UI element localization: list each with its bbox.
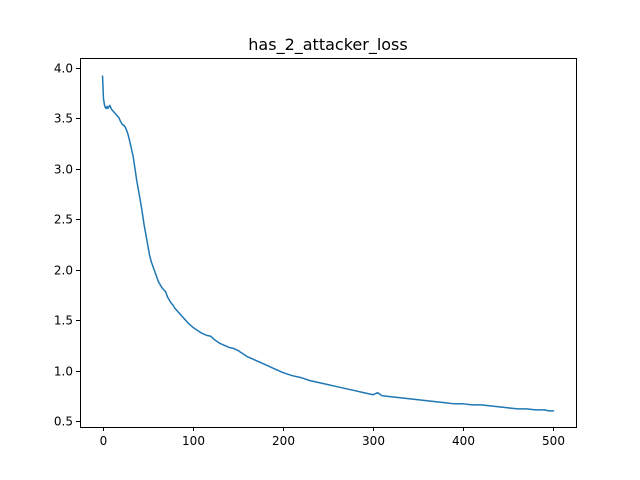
y-tick-label: 0.5	[54, 415, 73, 429]
x-axis: 0 100 200 300 400 500	[100, 427, 565, 448]
y-tick-label: 1.0	[54, 365, 73, 379]
series-line	[101, 75, 555, 412]
x-tick-label: 300	[362, 434, 385, 448]
x-tick-label: 400	[452, 434, 475, 448]
x-tick-label: 500	[542, 434, 565, 448]
x-tick-label: 200	[272, 434, 295, 448]
y-axis: 0.5 1.0 1.5 2.0 2.5 3.0 3.5 4.0	[54, 62, 80, 429]
x-tick-label: 100	[182, 434, 205, 448]
plot-frame	[80, 58, 577, 428]
y-tick-label: 3.5	[54, 112, 73, 126]
y-tick-label: 2.5	[54, 213, 73, 227]
x-tick-label: 0	[100, 434, 108, 448]
y-tick-label: 3.0	[54, 163, 73, 177]
chart-title: has_2_attacker_loss	[248, 35, 407, 55]
y-tick-label: 1.5	[54, 314, 73, 328]
y-tick-label: 2.0	[54, 264, 73, 278]
y-tick-label: 4.0	[54, 62, 73, 76]
